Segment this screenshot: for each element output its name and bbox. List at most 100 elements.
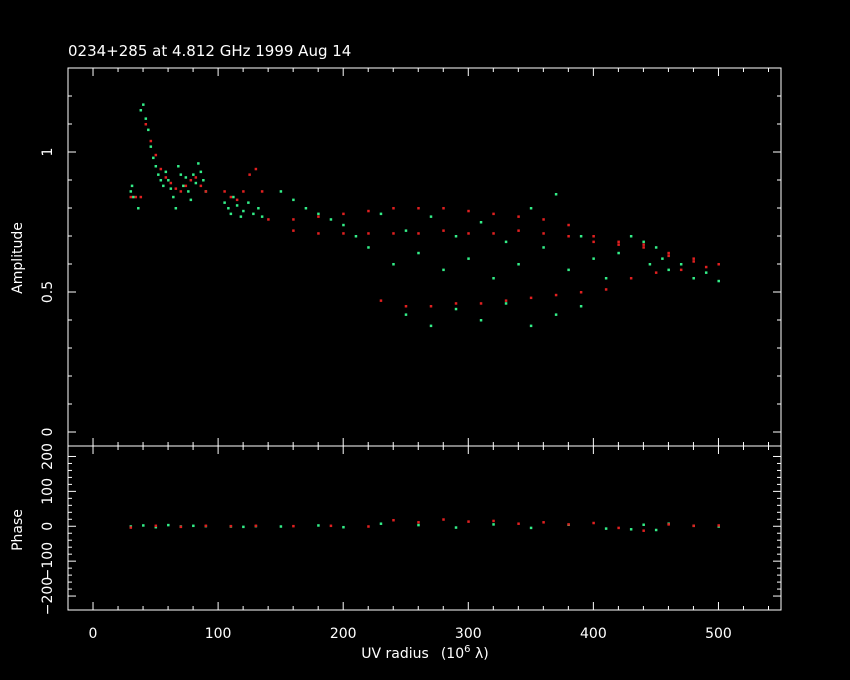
phase-point [242, 525, 245, 529]
amplitude-point [654, 271, 658, 274]
phase-point [542, 521, 545, 524]
amplitude-panel-frame [67, 67, 782, 447]
amplitude-point [467, 232, 470, 235]
amplitude-point [642, 246, 645, 249]
amplitude-point [342, 232, 345, 235]
amplitude-point [154, 153, 158, 157]
amplitude-point [162, 184, 165, 188]
amplitude-point [292, 218, 295, 221]
amplitude-point [194, 176, 198, 179]
amplitude-point [379, 299, 383, 302]
phase-tick-label: −100 [40, 542, 56, 580]
phase-point [167, 523, 170, 527]
amplitude-point [529, 324, 533, 328]
amplitude-point [517, 263, 520, 266]
amplitude-point [392, 263, 395, 266]
amplitude-point [329, 218, 333, 221]
amplitude-point [642, 243, 645, 246]
amplitude-point [467, 209, 470, 213]
amplitude-point [404, 313, 408, 316]
amplitude-point [429, 305, 433, 308]
amplitude-point [667, 251, 670, 255]
amplitude-point [648, 263, 652, 266]
amplitude-point [199, 184, 203, 188]
amplitude-point [254, 167, 258, 171]
phase-point [529, 526, 533, 530]
amplitude-point [492, 277, 495, 280]
amplitude-point [442, 229, 445, 232]
x-tick-label: 0 [89, 626, 98, 642]
amplitude-point [479, 302, 483, 305]
amplitude-point [554, 313, 558, 316]
phase-point [392, 518, 395, 522]
amplitude-point [202, 179, 205, 182]
amplitude-point [704, 265, 708, 269]
amplitude-point [642, 240, 645, 244]
amplitude-point [159, 179, 163, 182]
amplitude-point [152, 156, 155, 160]
amplitude-point [392, 232, 395, 235]
amplitude-point [235, 198, 239, 202]
phase-point [179, 525, 183, 529]
amplitude-point [429, 215, 433, 218]
amplitude-point [192, 173, 195, 176]
amplitude-point [144, 117, 148, 120]
phase-point [367, 525, 370, 528]
amplitude-point [342, 223, 345, 227]
amplitude-point [492, 212, 495, 216]
phase-point [642, 529, 645, 532]
amplitude-point [267, 218, 270, 221]
amplitude-point [629, 235, 633, 238]
amplitude-point [579, 291, 583, 294]
amplitude-point [144, 123, 148, 126]
phase-point [667, 523, 670, 526]
amplitude-point [172, 195, 175, 199]
amplitude-point [248, 173, 251, 176]
amplitude-tick-label: 0 [40, 428, 56, 437]
phase-point [592, 521, 595, 525]
phase-point [317, 524, 320, 527]
amplitude-point [529, 207, 533, 210]
amplitude-point [629, 277, 633, 280]
amplitude-point [529, 296, 533, 300]
amplitude-point [189, 198, 193, 202]
amplitude-point [279, 190, 283, 193]
amplitude-point [129, 195, 133, 199]
amplitude-point [592, 235, 595, 238]
phase-point [492, 519, 495, 523]
amplitude-point [542, 246, 545, 249]
amplitude-point [260, 215, 264, 218]
amplitude-point [667, 268, 670, 272]
amplitude-point [147, 128, 150, 132]
phase-point [229, 524, 233, 528]
amplitude-point [247, 201, 250, 204]
phase-axis-label: Phase [10, 509, 26, 551]
phase-point [642, 523, 645, 527]
amplitude-point [252, 212, 255, 216]
amplitude-point [379, 212, 383, 216]
phase-point [692, 524, 695, 528]
amplitude-point [189, 179, 193, 182]
amplitude-point [179, 190, 183, 193]
amplitude-point [592, 257, 595, 260]
phase-point [417, 523, 420, 527]
phase-point [154, 524, 158, 528]
amplitude-point [139, 109, 143, 112]
phase-point [292, 524, 295, 528]
amplitude-point [129, 190, 133, 193]
amplitude-point [182, 184, 185, 188]
amplitude-point [197, 162, 200, 165]
amplitude-point [417, 251, 420, 255]
phase-point [492, 523, 495, 526]
amplitude-point [169, 181, 173, 185]
amplitude-point [154, 165, 158, 168]
amplitude-point [554, 193, 558, 196]
phase-point [342, 525, 345, 529]
amplitude-point [717, 263, 720, 266]
phase-point [604, 527, 608, 530]
amplitude-point [292, 229, 295, 232]
amplitude-point [592, 240, 595, 244]
amplitude-points [129, 103, 720, 328]
phase-tick-label: 0 [40, 522, 56, 531]
amplitude-point [229, 195, 233, 199]
